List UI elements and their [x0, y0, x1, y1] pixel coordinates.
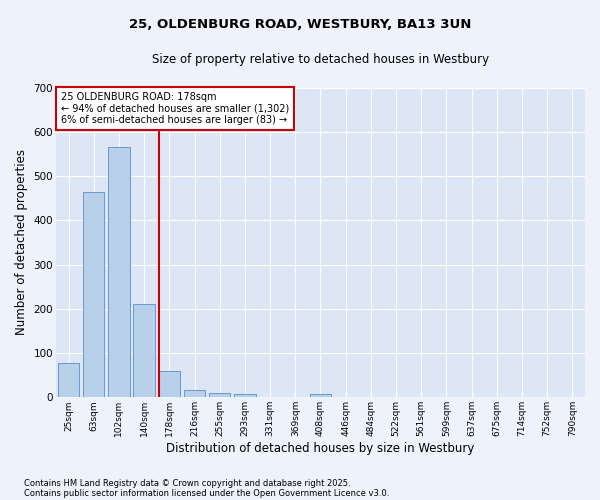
Bar — [310, 394, 331, 398]
Bar — [133, 304, 155, 398]
Bar — [209, 393, 230, 398]
Bar — [234, 394, 256, 398]
Bar — [83, 192, 104, 398]
Text: Contains HM Land Registry data © Crown copyright and database right 2025.: Contains HM Land Registry data © Crown c… — [24, 478, 350, 488]
Bar — [184, 390, 205, 398]
Text: 25 OLDENBURG ROAD: 178sqm
← 94% of detached houses are smaller (1,302)
6% of sem: 25 OLDENBURG ROAD: 178sqm ← 94% of detac… — [61, 92, 289, 126]
X-axis label: Distribution of detached houses by size in Westbury: Distribution of detached houses by size … — [166, 442, 475, 455]
Bar — [108, 147, 130, 398]
Text: Contains public sector information licensed under the Open Government Licence v3: Contains public sector information licen… — [24, 488, 389, 498]
Text: 25, OLDENBURG ROAD, WESTBURY, BA13 3UN: 25, OLDENBURG ROAD, WESTBURY, BA13 3UN — [129, 18, 471, 30]
Bar — [158, 370, 180, 398]
Bar — [58, 363, 79, 398]
Y-axis label: Number of detached properties: Number of detached properties — [15, 150, 28, 336]
Title: Size of property relative to detached houses in Westbury: Size of property relative to detached ho… — [152, 52, 489, 66]
